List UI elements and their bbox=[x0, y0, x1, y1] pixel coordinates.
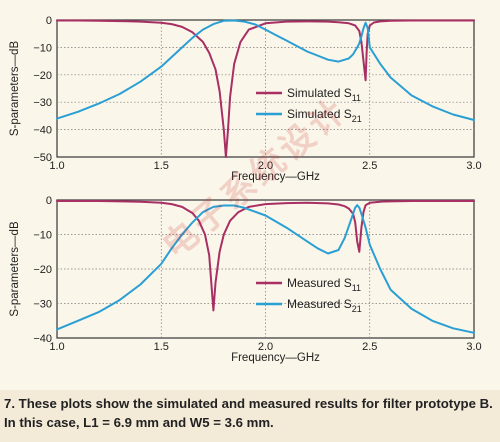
x-tick-label: 2.5 bbox=[362, 341, 377, 353]
y-tick-label: −10 bbox=[33, 230, 52, 242]
x-tick-label: 3.0 bbox=[466, 341, 481, 353]
y-tick-label: 0 bbox=[46, 195, 52, 207]
y-tick-label: −30 bbox=[33, 299, 52, 311]
series-line-11 bbox=[56, 19, 475, 158]
chart-panel-1: 0 −10 −20 −30 −40 −501.0 1.5 2.0 2.5 3.0 Frequency… bbox=[9, 15, 482, 183]
y-tick-label: −40 bbox=[33, 125, 52, 137]
x-tick-label: 1.0 bbox=[49, 341, 64, 353]
y-axis-label: S-parameters—dB bbox=[9, 41, 21, 137]
chart-svg: 0−10−20−30−40−501.0 1.5 2.0 2.5 3.0Frequency… bbox=[9, 15, 482, 364]
y-tick-label: 0 bbox=[46, 15, 52, 27]
x-axis-label: Frequency—GHz bbox=[231, 352, 320, 364]
y-axis-label: S-parameters—dB bbox=[9, 221, 21, 317]
series-line-21 bbox=[56, 204, 475, 334]
x-tick-label: 2.0 bbox=[258, 341, 273, 353]
legend-label: Measured S11 bbox=[287, 276, 361, 293]
y-tick-label: −20 bbox=[33, 264, 52, 276]
chart-panel-2: 0 −10 −20 −30 −401.0 1.5 2.0 2.5 3.0 Frequency—GH… bbox=[9, 195, 482, 364]
figure: 0 −10 −20 −30 −40 −50 1.0 1.5 2.0 2.5 3.0 Frequency… bbox=[0, 0, 500, 390]
x-tick-label: 2.0 bbox=[258, 160, 273, 172]
x-tick-label: 1.0 bbox=[49, 160, 64, 172]
legend-label: Measured S21 bbox=[287, 297, 362, 314]
y-tick-label: −50 bbox=[33, 152, 52, 164]
x-tick-label: 1.5 bbox=[154, 341, 169, 353]
legend-label: Simulated S11 bbox=[287, 86, 361, 103]
legend-label: Simulated S21 bbox=[287, 107, 362, 124]
y-tick-label: −10 bbox=[33, 42, 52, 54]
x-tick-label: 2.5 bbox=[362, 160, 377, 172]
x-tick-label: 1.5 bbox=[154, 160, 169, 172]
y-tick-label: −40 bbox=[33, 333, 52, 345]
y-tick-label: −20 bbox=[33, 70, 52, 82]
y-tick-label: −30 bbox=[33, 97, 52, 109]
x-axis-label: Frequency—GHz bbox=[231, 171, 320, 183]
figure-caption: 7. These plots show the simulated and me… bbox=[4, 396, 493, 430]
series-line-11 bbox=[56, 200, 475, 312]
x-tick-label: 3.0 bbox=[466, 160, 481, 172]
series-line-21 bbox=[56, 19, 475, 121]
